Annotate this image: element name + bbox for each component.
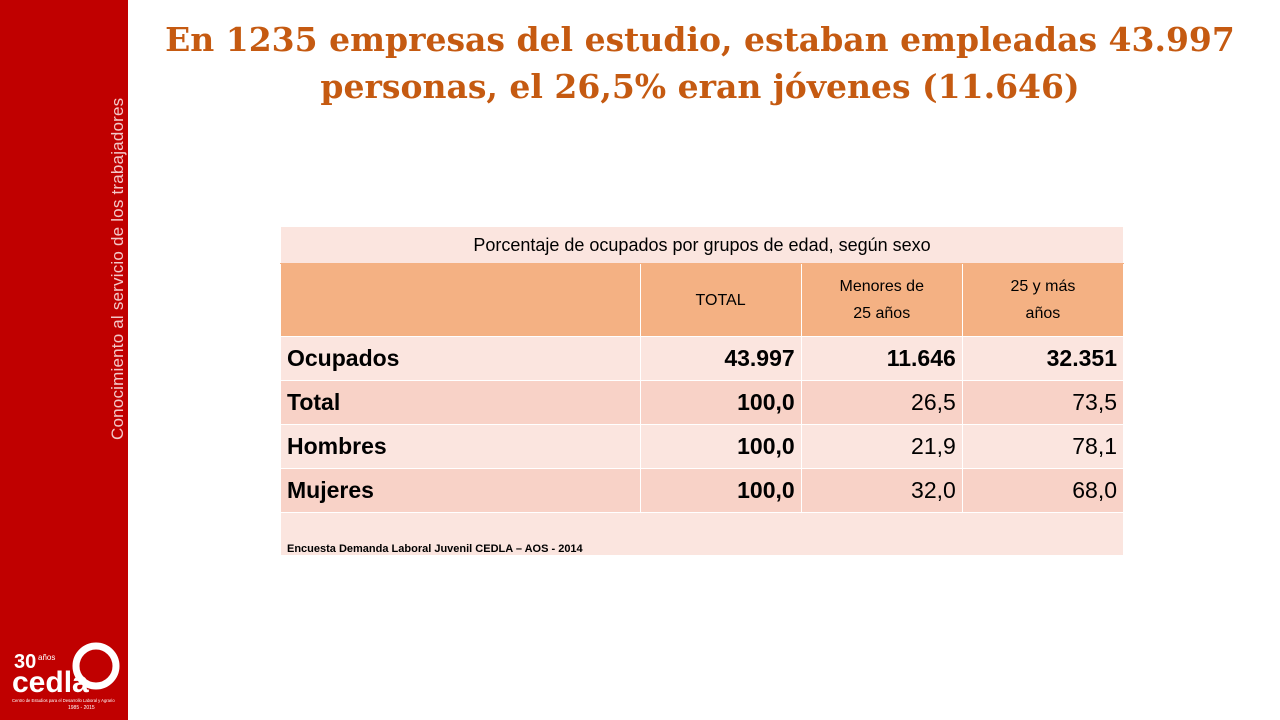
sidebar-tagline: Conocimiento al servicio de los trabajad… xyxy=(108,97,127,440)
cell-over25: 73,5 xyxy=(961,380,1125,425)
cell-under25: 11.646 xyxy=(800,336,963,381)
header-over25: 25 y más años xyxy=(961,263,1125,337)
cell-over25: 68,0 xyxy=(961,468,1125,513)
page-title: En 1235 empresas del estudio, estaban em… xyxy=(150,16,1250,110)
header-under25-l2: 25 años xyxy=(853,305,911,322)
logo-years-word: años xyxy=(38,653,55,662)
cell-total: 100,0 xyxy=(639,468,802,513)
cell-over25: 32.351 xyxy=(961,336,1125,381)
row-label: Total xyxy=(280,380,641,425)
title-line-2: personas, el 26,5% eran jóvenes (11.646) xyxy=(320,67,1080,106)
cell-under25: 21,9 xyxy=(800,424,963,469)
header-under25-l1: Menores de xyxy=(839,278,924,295)
cedla-logo-icon: 30 años cedla Centro de Estudios para el… xyxy=(12,642,120,711)
cell-under25: 32,0 xyxy=(800,468,963,513)
logo-subtitle-1: Centro de Estudios para el Desarrollo La… xyxy=(12,698,115,703)
header-under25: Menores de 25 años xyxy=(800,263,963,337)
cell-under25: 26,5 xyxy=(800,380,963,425)
header-over25-l2: años xyxy=(1025,305,1061,322)
employment-table: Porcentaje de ocupados por grupos de eda… xyxy=(280,226,1125,556)
table-row: Ocupados 43.997 11.646 32.351 xyxy=(280,336,1125,381)
cell-total: 100,0 xyxy=(639,424,802,469)
logo-subtitle-2: 1985 - 2015 xyxy=(68,705,95,711)
header-over25-l1: 25 y más xyxy=(1010,278,1076,295)
logo-brand: cedla xyxy=(12,666,89,699)
row-label: Mujeres xyxy=(280,468,641,513)
table-row: Mujeres 100,0 32,0 68,0 xyxy=(280,468,1125,513)
cell-total: 43.997 xyxy=(639,336,802,381)
table-row: Hombres 100,0 21,9 78,1 xyxy=(280,424,1125,469)
header-total: TOTAL xyxy=(639,263,802,337)
table-header-row: TOTAL Menores de 25 años 25 y más años xyxy=(280,263,1125,337)
table-caption: Porcentaje de ocupados por grupos de eda… xyxy=(280,226,1124,264)
table-row: Total 100,0 26,5 73,5 xyxy=(280,380,1125,425)
row-label: Hombres xyxy=(280,424,641,469)
row-label: Ocupados xyxy=(280,336,641,381)
header-empty xyxy=(280,263,641,337)
table-source: Encuesta Demanda Laboral Juvenil CEDLA –… xyxy=(280,512,1124,556)
title-line-1: En 1235 empresas del estudio, estaban em… xyxy=(165,20,1235,59)
cell-over25: 78,1 xyxy=(961,424,1125,469)
logo-years-number: 30 xyxy=(14,651,36,673)
cell-total: 100,0 xyxy=(639,380,802,425)
sidebar: Conocimiento al servicio de los trabajad… xyxy=(0,0,128,720)
